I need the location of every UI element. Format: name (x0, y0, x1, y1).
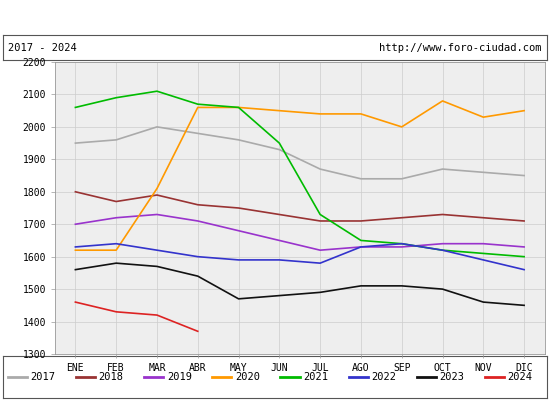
Text: 2021: 2021 (303, 372, 328, 382)
Text: Evolucion del paro registrado en Tomares: Evolucion del paro registrado en Tomares (107, 11, 443, 25)
Text: 2017: 2017 (31, 372, 56, 382)
Text: 2023: 2023 (439, 372, 464, 382)
Text: http://www.foro-ciudad.com: http://www.foro-ciudad.com (379, 42, 542, 52)
Text: 2022: 2022 (371, 372, 396, 382)
Text: 2020: 2020 (235, 372, 260, 382)
Text: 2024: 2024 (507, 372, 532, 382)
Text: 2017 - 2024: 2017 - 2024 (8, 42, 77, 52)
Text: 2018: 2018 (98, 372, 124, 382)
Text: 2019: 2019 (167, 372, 192, 382)
